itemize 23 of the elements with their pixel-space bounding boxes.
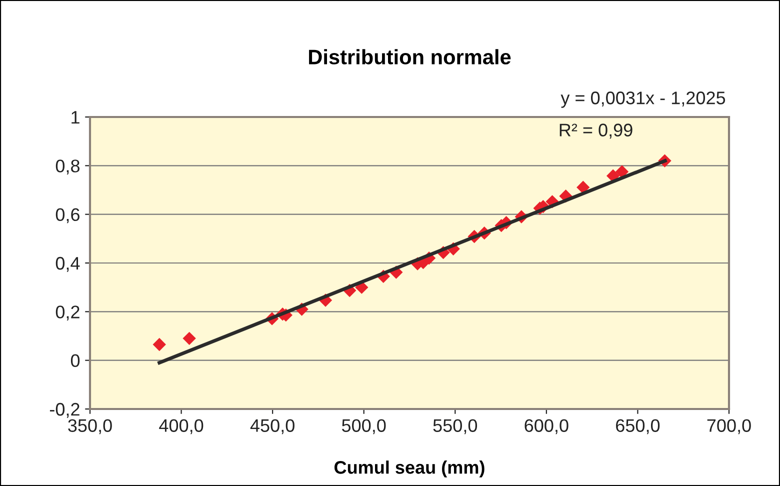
x-tick-label: 550,0 [433,419,478,434]
text: y = 0,0031x - 1,2025 [560,92,726,108]
chart-title: Distribution normale [309,49,511,64]
y-tick-label: 0,8 [56,160,80,175]
x-tick-label: 700,0 [707,419,751,434]
x-tick-label: 500,0 [342,419,386,434]
y-tick-label: 0 [70,354,80,368]
y-tick-label: 0,6 [56,208,80,224]
x-tick-label: 650,0 [616,419,660,434]
point [576,180,590,194]
x-tick-label: 350,0 [68,419,112,434]
point [152,338,166,352]
y-tick-label: 0,2 [56,306,80,321]
x-axis-title: Cumul seau (mm) [334,460,484,478]
y-tick-label: 0,4 [56,256,80,272]
x-tick-label: 600,0 [524,419,568,434]
annotation: R² = 0,99 [560,124,632,139]
x-tick-label: 400,0 [159,419,204,434]
x-tick-label: 450,0 [250,419,294,434]
y-tick-label: 1 [72,111,80,124]
y-tick-label: -0,2 [50,402,80,418]
point [182,332,196,346]
point [615,165,629,178]
